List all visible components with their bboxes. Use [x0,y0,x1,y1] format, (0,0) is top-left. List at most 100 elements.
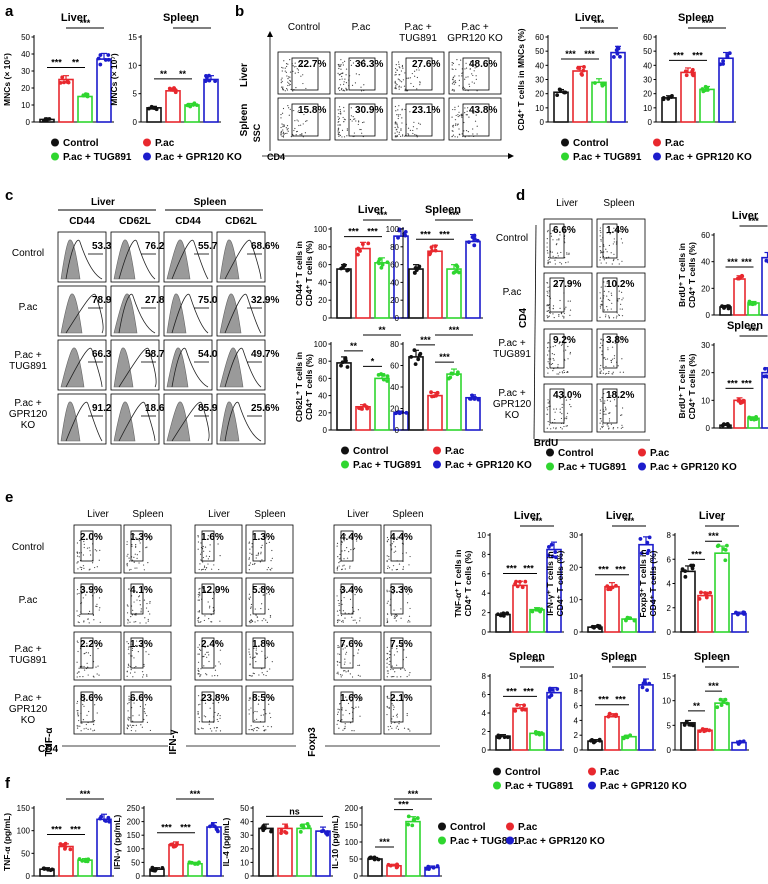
event-dot [391,543,393,545]
event-dot [342,116,344,119]
event-dot [206,656,208,658]
event-dot [198,653,200,655]
event-dot [340,68,342,70]
gate [390,691,404,723]
row-label: Control [496,233,528,244]
event-dot [452,88,454,91]
y-tick-label: 0 [482,746,487,755]
event-dot [569,300,571,302]
event-dot [358,120,360,122]
event-dot [343,540,345,542]
y-tick-label: 6 [574,702,579,711]
event-dot [126,728,129,730]
event-dot [129,724,131,726]
event-dot [600,240,602,242]
significance-label: *** [624,657,635,667]
event-dot [548,261,550,263]
event-dot [148,536,150,538]
gate [80,530,94,562]
event-dot [465,67,468,69]
event-dot [139,622,141,624]
event-dot [396,131,398,133]
event-dot [144,704,147,706]
gate-percentage: 55.7% [198,241,226,252]
data-point [740,273,744,278]
data-point [197,860,201,865]
significance-label: *** [377,210,388,220]
significance-label: *** [708,531,719,541]
y-tick-label: 10 [643,104,652,113]
event-dot [135,640,138,642]
isotype-histogram [166,401,191,442]
data-point [380,262,385,267]
significance-label: *** [748,326,759,336]
data-point [412,348,417,353]
event-dot [452,126,454,128]
event-dot [197,728,199,730]
event-dot [202,728,204,730]
gate [340,637,354,669]
event-dot [337,116,339,118]
data-point [455,264,460,269]
event-dot [198,616,200,619]
chart-title: Liver [61,12,88,24]
event-dot [350,549,352,551]
row-label: Control [12,248,44,259]
event-dot [408,615,411,617]
data-point [738,739,742,744]
event-dot [205,567,208,569]
event-dot [555,244,558,246]
legend-marker [493,781,501,790]
hist-2-1: 58.7% [110,339,173,391]
event-dot [344,78,346,80]
event-dot [341,719,343,721]
event-dot [199,594,201,596]
event-dot [409,607,411,610]
event-dot [281,70,283,72]
bar-p-ac-tug891 [446,268,462,319]
sample-histogram [171,239,209,280]
row-label: KO [21,420,36,431]
gate [602,277,618,313]
event-dot [127,710,129,712]
event-dot [408,728,410,730]
event-dot [394,67,397,70]
y-tick-label: 15 [662,672,671,681]
bar-p-ac [512,707,528,751]
event-dot [567,358,569,360]
event-dot [337,646,339,649]
event-dot [605,262,607,264]
event-dot [341,707,343,709]
event-dot [620,427,622,429]
data-point [185,103,190,108]
event-dot [386,666,388,668]
event-dot [285,71,287,73]
event-dot [348,713,351,715]
event-dot [616,312,618,314]
event-dot [612,259,615,262]
event-dot [599,342,602,344]
event-dot [395,64,397,66]
event-dot [569,314,571,317]
event-dot [547,229,549,232]
e-column-header: Liver [347,509,369,520]
event-dot [610,423,613,425]
row-label: Control [12,542,44,553]
plot-frame [245,685,294,735]
event-dot [270,698,272,700]
event-dot [621,230,623,233]
event-dot [83,705,85,707]
column-header: Control [288,22,320,33]
event-dot [142,674,145,676]
event-dot [96,605,98,608]
significance-label: *** [449,210,460,220]
event-dot [388,656,391,659]
event-dot [295,87,297,89]
event-dot [85,651,87,654]
flow-b-0-0: 22.7% [277,51,331,95]
legend-marker [588,767,596,776]
y-tick-label: 30 [535,76,544,85]
event-dot [145,622,147,624]
